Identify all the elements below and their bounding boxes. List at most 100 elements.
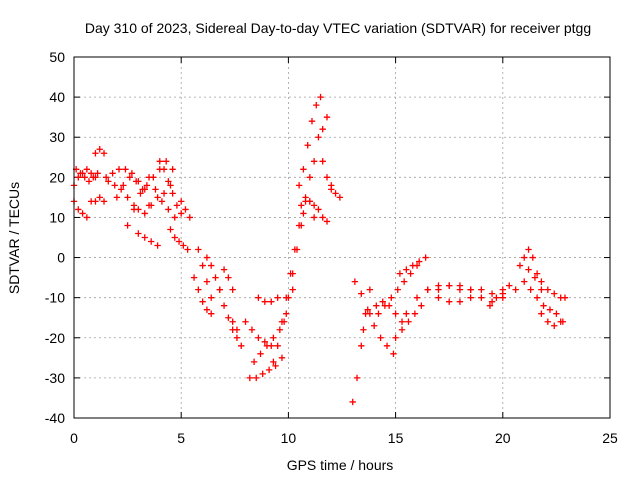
data-point	[521, 278, 528, 285]
series-arc-38	[392, 302, 425, 341]
data-points	[70, 93, 569, 406]
data-point	[160, 166, 168, 173]
series-arc-43	[486, 282, 519, 309]
data-point	[229, 326, 236, 333]
data-point	[306, 198, 314, 205]
data-point	[263, 342, 271, 349]
series-arc-23	[246, 354, 286, 382]
data-point	[323, 113, 331, 121]
data-point	[90, 174, 97, 181]
data-point	[255, 334, 262, 341]
data-point	[171, 234, 178, 241]
data-point	[364, 306, 371, 313]
data-point	[225, 274, 232, 281]
y-tick-label: 0	[57, 250, 65, 266]
data-point	[182, 206, 189, 213]
y-tick-label: 50	[49, 49, 65, 65]
series-arc-3	[72, 166, 101, 185]
data-point	[280, 318, 288, 325]
data-point	[353, 374, 361, 382]
data-point	[85, 178, 93, 185]
data-point	[557, 318, 564, 325]
data-point	[521, 254, 528, 261]
data-point	[302, 194, 309, 201]
series-arc-34	[349, 286, 374, 406]
y-tick-label: 30	[49, 129, 65, 145]
data-point	[184, 246, 191, 253]
x-tick-label: 25	[602, 430, 618, 446]
data-point	[178, 198, 185, 205]
data-point	[208, 262, 215, 269]
series-arc-9	[124, 158, 176, 229]
data-point	[169, 166, 176, 173]
data-point	[141, 210, 148, 217]
data-point	[75, 206, 82, 213]
data-point	[167, 226, 174, 233]
data-point	[208, 310, 215, 317]
data-point	[313, 101, 320, 109]
data-point	[83, 214, 91, 221]
data-point	[289, 270, 296, 277]
series-arc-10	[135, 230, 161, 249]
data-point	[529, 254, 537, 261]
data-point	[92, 150, 99, 157]
data-point	[375, 310, 382, 317]
series-arc-39	[396, 254, 429, 277]
grid	[74, 57, 610, 418]
series-arc-30	[306, 198, 331, 225]
data-point	[392, 310, 399, 317]
data-point	[413, 294, 421, 301]
data-point	[92, 198, 99, 205]
data-point	[255, 294, 262, 301]
chart-title: Day 310 of 2023, Sidereal Day-to-day VTE…	[85, 20, 591, 36]
data-point	[128, 170, 136, 177]
data-point	[145, 174, 153, 181]
series-arc-12	[145, 174, 178, 221]
x-tick-label: 5	[177, 430, 185, 446]
data-point	[124, 194, 131, 201]
data-point	[203, 278, 211, 285]
data-point	[250, 358, 258, 366]
x-tick-label: 0	[70, 430, 78, 446]
data-point	[298, 202, 305, 209]
data-point	[328, 182, 335, 189]
data-point	[169, 190, 176, 197]
series-arc-16	[195, 246, 215, 301]
data-point	[199, 262, 206, 269]
series-arc-32	[319, 158, 335, 193]
data-point	[467, 286, 474, 293]
data-point	[415, 258, 423, 265]
data-point	[274, 294, 281, 301]
data-point	[270, 334, 277, 341]
data-point	[229, 286, 236, 293]
data-point	[295, 182, 303, 189]
data-point	[152, 186, 159, 193]
data-point	[132, 178, 140, 185]
data-point	[278, 354, 286, 362]
data-point	[171, 214, 178, 221]
data-point	[390, 350, 397, 358]
data-point	[175, 238, 183, 245]
series-arc-36	[360, 298, 406, 333]
data-point	[117, 186, 125, 193]
data-point	[203, 306, 211, 313]
y-tick-label: 10	[49, 209, 65, 225]
data-point	[456, 282, 464, 289]
data-point	[253, 374, 260, 382]
series-arc-31	[315, 113, 331, 141]
data-point	[381, 302, 389, 309]
data-point	[424, 286, 431, 293]
data-point	[158, 198, 166, 205]
series-arc-15	[178, 198, 193, 221]
data-point	[126, 174, 133, 181]
data-point	[551, 290, 558, 297]
series-arc-6	[102, 166, 148, 193]
data-point	[315, 134, 322, 141]
data-point	[113, 194, 121, 201]
data-point	[139, 186, 146, 193]
data-point	[178, 210, 185, 217]
data-point	[396, 270, 404, 277]
data-point	[538, 286, 545, 293]
data-point	[358, 290, 365, 297]
x-axis-label: GPS time / hours	[287, 457, 394, 473]
